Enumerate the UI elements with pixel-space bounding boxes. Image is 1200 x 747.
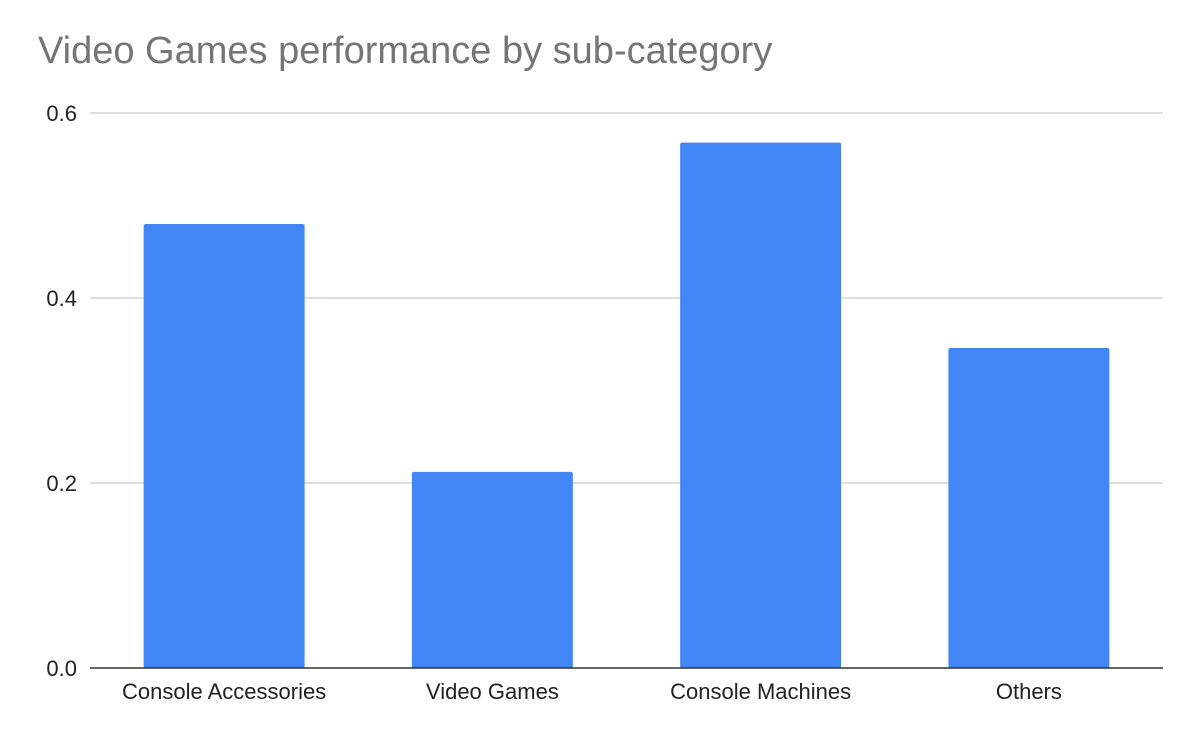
x-tick-label: Others xyxy=(996,679,1062,704)
bar xyxy=(948,347,1110,668)
tick-labels: 0.0 0.2 0.4 0.6 Console Accessories Video Gam… xyxy=(46,101,1061,704)
x-tick-label: Console Machines xyxy=(670,679,851,704)
bar xyxy=(411,471,573,668)
x-tick-label: Video Games xyxy=(426,679,559,704)
y-tick-label: 0.0 xyxy=(46,656,77,681)
x-tick-label: Console Accessories xyxy=(122,679,326,704)
bars xyxy=(143,142,1110,669)
y-tick-label: 0.2 xyxy=(46,471,77,496)
chart-title: Video Games performance by sub-category xyxy=(38,30,773,72)
bar xyxy=(680,142,842,669)
bar xyxy=(143,224,305,668)
y-tick-label: 0.6 xyxy=(46,101,77,126)
y-tick-label: 0.4 xyxy=(46,286,77,311)
